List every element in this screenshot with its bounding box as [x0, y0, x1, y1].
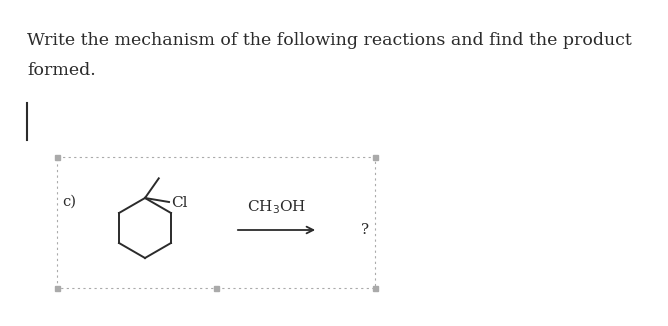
- Bar: [55, 286, 59, 290]
- Bar: [57, 157, 375, 288]
- Text: formed.: formed.: [27, 62, 96, 79]
- Text: Cl: Cl: [171, 196, 188, 210]
- Bar: [214, 286, 218, 290]
- Text: ?: ?: [361, 223, 369, 237]
- Text: c): c): [62, 195, 76, 209]
- Bar: [373, 155, 377, 159]
- Bar: [55, 155, 59, 159]
- Bar: [373, 286, 377, 290]
- Text: Write the mechanism of the following reactions and find the product: Write the mechanism of the following rea…: [27, 32, 632, 49]
- Text: CH$_3$OH: CH$_3$OH: [247, 198, 306, 216]
